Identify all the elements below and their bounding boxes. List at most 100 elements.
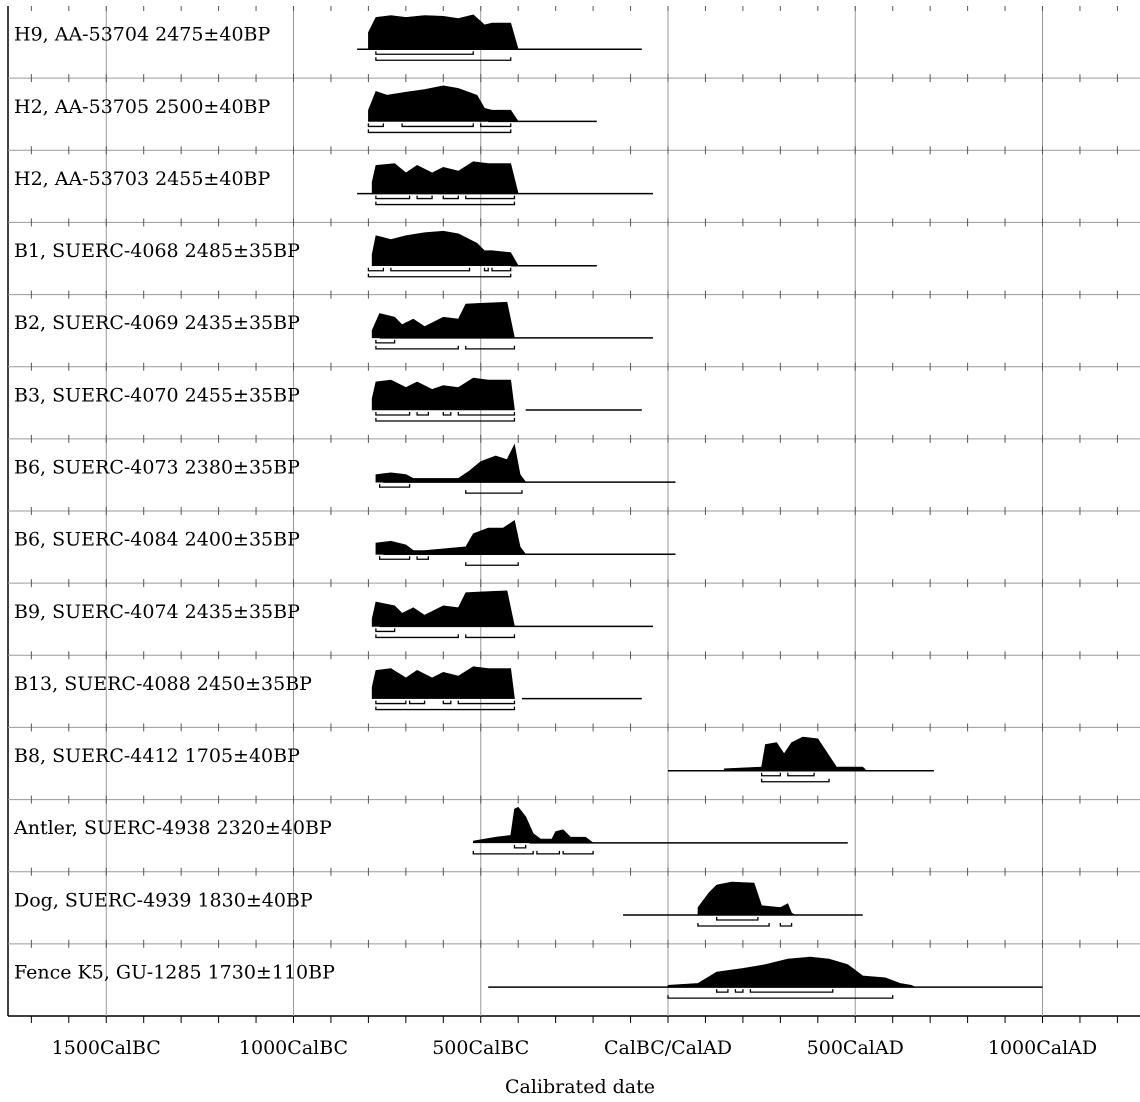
probability-distribution bbox=[371, 301, 515, 339]
sample-label: B6, SUERC-4084 2400±35BP bbox=[14, 529, 300, 551]
probability-distribution bbox=[667, 956, 916, 988]
range-bracket bbox=[375, 51, 474, 55]
range-bracket bbox=[367, 123, 385, 128]
sample-label: B9, SUERC-4074 2435±35BP bbox=[14, 601, 300, 623]
range-bracket bbox=[536, 850, 561, 855]
range-bracket bbox=[465, 562, 519, 566]
probability-distribution bbox=[368, 14, 519, 50]
range-bracket bbox=[378, 556, 411, 560]
range-bracket bbox=[375, 418, 516, 422]
sample-row: H2, AA-53705 2500±40BP bbox=[14, 85, 597, 134]
range-bracket bbox=[457, 412, 516, 416]
range-bracket bbox=[378, 484, 411, 488]
sample-row: B2, SUERC-4069 2435±35BP bbox=[14, 301, 654, 350]
range-bracket bbox=[483, 267, 489, 272]
sample-row: B6, SUERC-4073 2380±35BP bbox=[14, 443, 676, 494]
range-bracket bbox=[697, 923, 770, 927]
range-bracket bbox=[375, 628, 396, 633]
sample-row: B3, SUERC-4070 2455±35BP bbox=[14, 377, 642, 422]
range-bracket bbox=[465, 195, 516, 200]
range-bracket bbox=[716, 989, 729, 993]
probability-distribution bbox=[371, 666, 515, 700]
range-bracket bbox=[367, 273, 512, 278]
sample-row: B1, SUERC-4068 2485±35BP bbox=[14, 230, 597, 278]
sample-rows: H9, AA-53704 2475±40BP H2, AA-53705 2500±… bbox=[13, 14, 1043, 999]
probability-distribution bbox=[375, 443, 527, 483]
sample-row: H9, AA-53704 2475±40BP bbox=[14, 14, 642, 61]
range-bracket bbox=[716, 917, 759, 921]
x-tick-label: 500CalAD bbox=[807, 1037, 904, 1059]
range-bracket bbox=[375, 339, 396, 344]
range-bracket bbox=[375, 195, 411, 200]
probability-distribution bbox=[371, 590, 515, 627]
range-bracket bbox=[472, 850, 534, 855]
sample-row: Fence K5, GU-1285 1730±110BP bbox=[14, 956, 1043, 999]
grid-lines bbox=[8, 6, 1140, 1016]
probability-distribution bbox=[375, 520, 526, 555]
range-bracket bbox=[401, 123, 474, 128]
range-bracket bbox=[442, 700, 452, 705]
probability-distribution bbox=[371, 161, 519, 194]
sample-label: B8, SUERC-4412 1705±40BP bbox=[14, 745, 300, 767]
range-bracket bbox=[416, 195, 433, 200]
range-bracket bbox=[465, 345, 516, 350]
range-bracket bbox=[375, 412, 411, 416]
range-bracket bbox=[367, 267, 385, 272]
probability-distribution bbox=[371, 230, 519, 267]
sample-label: B13, SUERC-4088 2450±35BP bbox=[14, 673, 312, 695]
range-bracket bbox=[480, 123, 512, 128]
sample-label: B1, SUERC-4068 2485±35BP bbox=[14, 240, 300, 262]
range-bracket bbox=[375, 57, 512, 61]
range-bracket bbox=[442, 412, 452, 416]
range-bracket bbox=[513, 844, 527, 849]
sample-label: B6, SUERC-4073 2380±35BP bbox=[14, 456, 300, 478]
range-bracket bbox=[442, 195, 459, 200]
range-bracket bbox=[787, 772, 815, 777]
range-bracket bbox=[779, 923, 793, 927]
range-bracket bbox=[760, 778, 830, 783]
probability-distribution bbox=[697, 881, 796, 916]
sample-row: Antler, SUERC-4938 2320±40BP bbox=[13, 806, 848, 855]
x-tick-label: 1000CalBC bbox=[239, 1037, 348, 1059]
range-bracket bbox=[667, 995, 894, 999]
sample-label: Fence K5, GU-1285 1730±110BP bbox=[14, 961, 335, 983]
range-bracket bbox=[760, 772, 781, 777]
sample-row: B9, SUERC-4074 2435±35BP bbox=[14, 590, 654, 639]
range-bracket bbox=[734, 989, 744, 993]
x-axis: 1500CalBC 1000CalBC 500CalBC CalBC/CalAD 500… bbox=[30, 1016, 1118, 1059]
probability-distribution bbox=[368, 85, 519, 122]
sample-row: Dog, SUERC-4939 1830±40BP bbox=[14, 881, 863, 927]
range-bracket bbox=[375, 345, 459, 350]
sample-row: B8, SUERC-4412 1705±40BP bbox=[14, 736, 934, 783]
range-bracket bbox=[375, 634, 459, 639]
range-bracket bbox=[562, 850, 594, 855]
sample-label: H2, AA-53705 2500±40BP bbox=[14, 96, 270, 118]
range-bracket bbox=[465, 490, 523, 494]
sample-label: Dog, SUERC-4939 1830±40BP bbox=[14, 889, 313, 911]
probability-distribution bbox=[371, 377, 515, 411]
x-tick-label: 1500CalBC bbox=[52, 1037, 161, 1059]
sample-label: H9, AA-53704 2475±40BP bbox=[14, 24, 270, 46]
sample-row: B6, SUERC-4084 2400±35BP bbox=[14, 520, 676, 566]
range-bracket bbox=[367, 129, 512, 134]
range-bracket bbox=[375, 706, 516, 711]
x-axis-label: Calibrated date bbox=[505, 1076, 655, 1098]
range-bracket bbox=[416, 412, 429, 416]
probability-distribution bbox=[723, 736, 867, 772]
x-tick-label: CalBC/CalAD bbox=[604, 1037, 732, 1059]
sample-label: H2, AA-53703 2455±40BP bbox=[14, 168, 270, 190]
range-bracket bbox=[457, 700, 516, 705]
sample-row: H2, AA-53703 2455±40BP bbox=[14, 161, 654, 206]
range-bracket bbox=[390, 267, 471, 272]
x-tick-label: 500CalBC bbox=[432, 1037, 529, 1059]
range-bracket bbox=[375, 700, 407, 705]
range-bracket bbox=[375, 201, 516, 206]
range-bracket bbox=[749, 989, 834, 993]
sample-row: B13, SUERC-4088 2450±35BP bbox=[14, 666, 642, 711]
range-bracket bbox=[491, 267, 512, 272]
x-tick-label: 1000CalAD bbox=[988, 1037, 1097, 1059]
sample-label: B2, SUERC-4069 2435±35BP bbox=[14, 312, 300, 334]
sample-label: Antler, SUERC-4938 2320±40BP bbox=[13, 817, 332, 839]
probability-distribution bbox=[472, 806, 594, 844]
